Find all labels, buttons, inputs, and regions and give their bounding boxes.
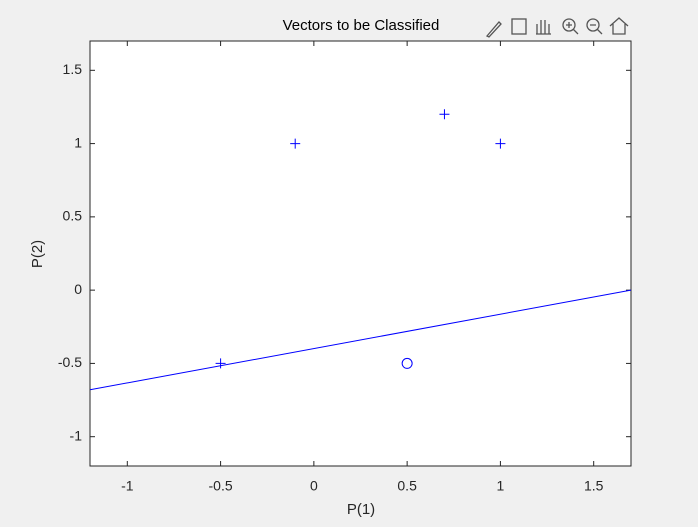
x-tick-label: -0.5: [209, 478, 233, 494]
zoom-out-icon[interactable]: [586, 18, 600, 32]
plus-marker: [439, 109, 450, 120]
plus-marker: [215, 358, 226, 369]
pan-icon[interactable]: [536, 20, 551, 35]
y-tick-label: 1.5: [63, 61, 83, 77]
y-tick-label: 0.5: [63, 208, 83, 224]
y-tick-label: 1: [74, 134, 82, 150]
legend-icon[interactable]: [511, 18, 527, 35]
x-tick-label: -1: [121, 478, 134, 494]
circle-marker: [401, 357, 413, 369]
chart-title: Vectors to be Classified: [283, 17, 440, 34]
plus-marker: [495, 138, 506, 149]
home-icon[interactable]: [609, 17, 629, 35]
y-tick-label: 0: [74, 281, 82, 297]
x-tick-label: 0.5: [397, 478, 417, 494]
plot-area: [89, 40, 632, 467]
x-tick-label: 0: [310, 478, 318, 494]
y-tick-label: -1: [70, 427, 83, 443]
x-tick-label: 1: [497, 478, 505, 494]
toolbar: [485, 17, 629, 38]
x-tick-label: 1.5: [584, 478, 604, 494]
classification-line: [89, 289, 632, 391]
plus-marker: [290, 138, 301, 149]
x-axis-label: P(1): [347, 501, 375, 518]
y-axis-label: P(2): [29, 240, 46, 268]
brush-icon[interactable]: [485, 21, 502, 38]
zoom-in-icon[interactable]: [562, 18, 576, 32]
y-tick-label: -0.5: [58, 354, 82, 370]
